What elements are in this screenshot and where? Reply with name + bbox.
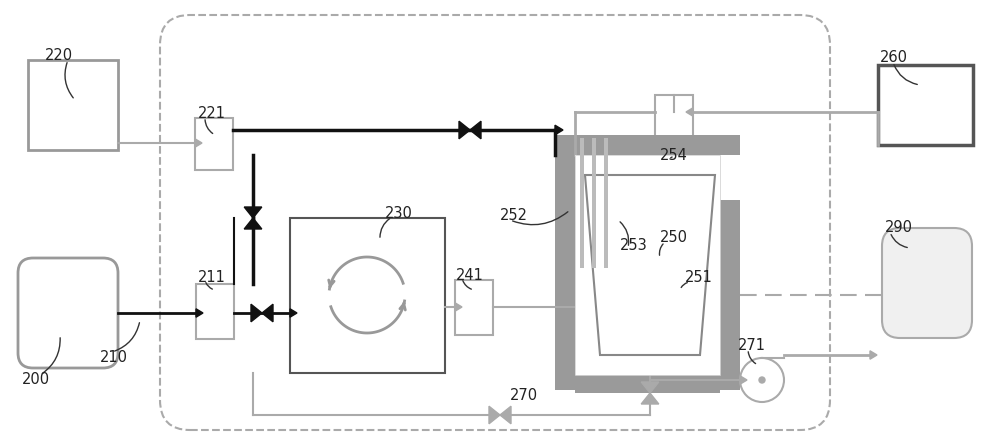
Bar [604, 138, 608, 268]
Polygon shape [686, 108, 693, 116]
Bar [575, 375, 720, 393]
Polygon shape [555, 125, 563, 135]
FancyBboxPatch shape [882, 228, 972, 338]
Text: 252: 252 [500, 207, 528, 223]
Text: 230: 230 [385, 206, 413, 220]
Text: 211: 211 [198, 270, 226, 286]
Text: 290: 290 [885, 220, 913, 236]
Bar [580, 138, 584, 268]
Bar [28, 60, 118, 150]
Polygon shape [455, 303, 462, 311]
Bar [555, 135, 740, 155]
Bar [655, 95, 693, 145]
Circle shape [759, 377, 765, 383]
Polygon shape [244, 207, 262, 218]
Bar [196, 284, 234, 339]
Bar [290, 218, 445, 373]
FancyBboxPatch shape [18, 258, 118, 368]
Text: 221: 221 [198, 105, 226, 121]
Polygon shape [290, 309, 297, 317]
Text: 260: 260 [880, 51, 908, 66]
Bar [592, 138, 596, 268]
Polygon shape [195, 139, 202, 147]
Text: 253: 253 [620, 237, 648, 253]
Text: 251: 251 [685, 270, 713, 286]
Polygon shape [500, 406, 511, 424]
Text: 200: 200 [22, 372, 50, 388]
Polygon shape [244, 218, 262, 229]
Bar [878, 65, 973, 145]
Polygon shape [251, 304, 262, 322]
Polygon shape [870, 351, 877, 359]
Bar [720, 200, 740, 390]
Polygon shape [740, 376, 747, 384]
Text: 254: 254 [660, 148, 688, 163]
Polygon shape [489, 406, 500, 424]
Circle shape [740, 358, 784, 402]
Text: 270: 270 [510, 388, 538, 402]
Text: 220: 220 [45, 47, 73, 63]
Polygon shape [641, 393, 659, 404]
Text: 210: 210 [100, 350, 128, 364]
Text: 271: 271 [738, 337, 766, 353]
Bar [575, 155, 720, 375]
Text: 250: 250 [660, 231, 688, 245]
Polygon shape [641, 382, 659, 393]
Polygon shape [459, 121, 470, 139]
Polygon shape [470, 121, 481, 139]
Text: 241: 241 [456, 267, 484, 283]
Polygon shape [585, 175, 715, 355]
Bar [575, 155, 720, 375]
Bar [195, 118, 233, 170]
Polygon shape [262, 304, 273, 322]
Bar [555, 135, 575, 390]
Polygon shape [196, 309, 203, 317]
Bar [455, 280, 493, 335]
